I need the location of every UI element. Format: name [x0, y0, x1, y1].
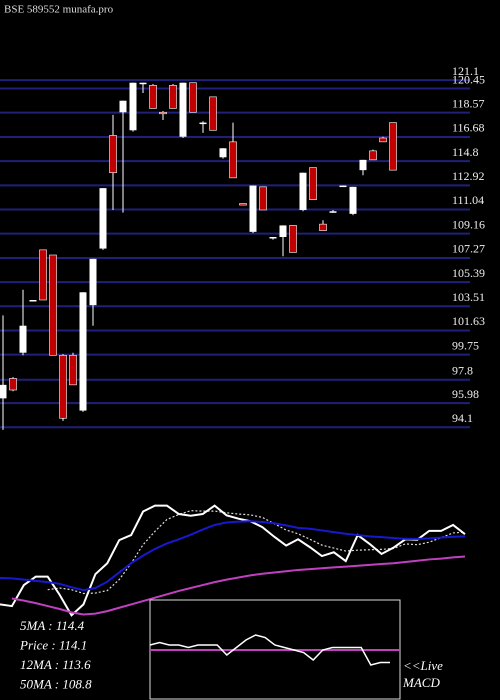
candle-body: [169, 84, 177, 109]
candle-body: [219, 148, 227, 158]
y-tick-label: 99.75: [452, 338, 479, 352]
candle-body: [39, 249, 47, 301]
y-tick-label: 118.57: [452, 96, 485, 110]
candle-body: [259, 186, 267, 211]
y-tick-label: 97.8: [452, 363, 473, 377]
ma-line: [0, 504, 466, 617]
y-tick-label: 103.51: [452, 290, 485, 304]
candle-body: [119, 100, 127, 113]
candle-body: [99, 188, 107, 249]
candle-body: [389, 122, 397, 171]
macd-label: MACD: [402, 675, 440, 690]
candle-body: [309, 167, 317, 201]
macd-line: [149, 634, 390, 666]
y-tick-label: 114.8: [452, 145, 479, 159]
candle-body: [329, 211, 337, 213]
candle-body: [9, 378, 17, 391]
y-tick-label: 120.45: [452, 72, 485, 86]
macd-label: <<Live: [403, 658, 443, 673]
legend-label: 5MA : 114.4: [20, 618, 85, 633]
candle-body: [139, 82, 147, 85]
candle-body: [49, 254, 57, 356]
ma-line: [11, 555, 466, 616]
candle-body: [59, 354, 67, 419]
candle-body: [269, 237, 277, 239]
candle-body: [69, 354, 77, 386]
y-tick-label: 112.92: [452, 169, 485, 183]
candle-body: [359, 159, 367, 171]
legend-label: 50MA : 108.8: [20, 676, 92, 691]
y-tick-label: 94.1: [452, 411, 473, 425]
y-tick-label: 116.68: [452, 121, 485, 135]
candle-body: [89, 258, 97, 306]
chart-title: BSE 589552 munafa.pro: [4, 4, 114, 16]
candle-body: [239, 203, 247, 206]
candle-body: [0, 384, 7, 399]
y-tick-label: 101.63: [452, 314, 485, 328]
candle-body: [149, 84, 157, 109]
candle-body: [129, 82, 137, 131]
candle-body: [379, 137, 387, 143]
y-tick-label: 107.27: [452, 242, 485, 256]
candle-body: [339, 185, 347, 188]
candle-body: [199, 122, 207, 125]
candle-body: [79, 292, 87, 411]
ma-line: [47, 510, 466, 595]
legend-label: Price : 114.1: [19, 637, 87, 652]
candle-body: [289, 225, 297, 253]
candle-body: [249, 185, 257, 232]
candle-body: [299, 172, 307, 210]
y-tick-label: 111.04: [452, 193, 484, 207]
candle-body: [29, 300, 37, 302]
y-tick-label: 95.98: [452, 387, 479, 401]
candle-body: [349, 186, 357, 214]
candle-body: [109, 135, 117, 174]
ma-line: [0, 520, 466, 592]
candle-body: [229, 141, 237, 179]
y-tick-label: 121.1: [452, 64, 479, 78]
candle-body: [319, 223, 327, 231]
candle-body: [189, 82, 197, 113]
legend-label: 12MA : 113.6: [20, 657, 91, 672]
candle-body: [179, 82, 187, 137]
y-tick-label: 105.39: [452, 266, 485, 280]
candle-body: [279, 225, 287, 237]
candle-body: [369, 150, 377, 161]
candle-body: [159, 111, 167, 115]
candle-body: [209, 96, 217, 131]
candle-body: [19, 325, 27, 353]
y-tick-label: 109.16: [452, 217, 485, 231]
